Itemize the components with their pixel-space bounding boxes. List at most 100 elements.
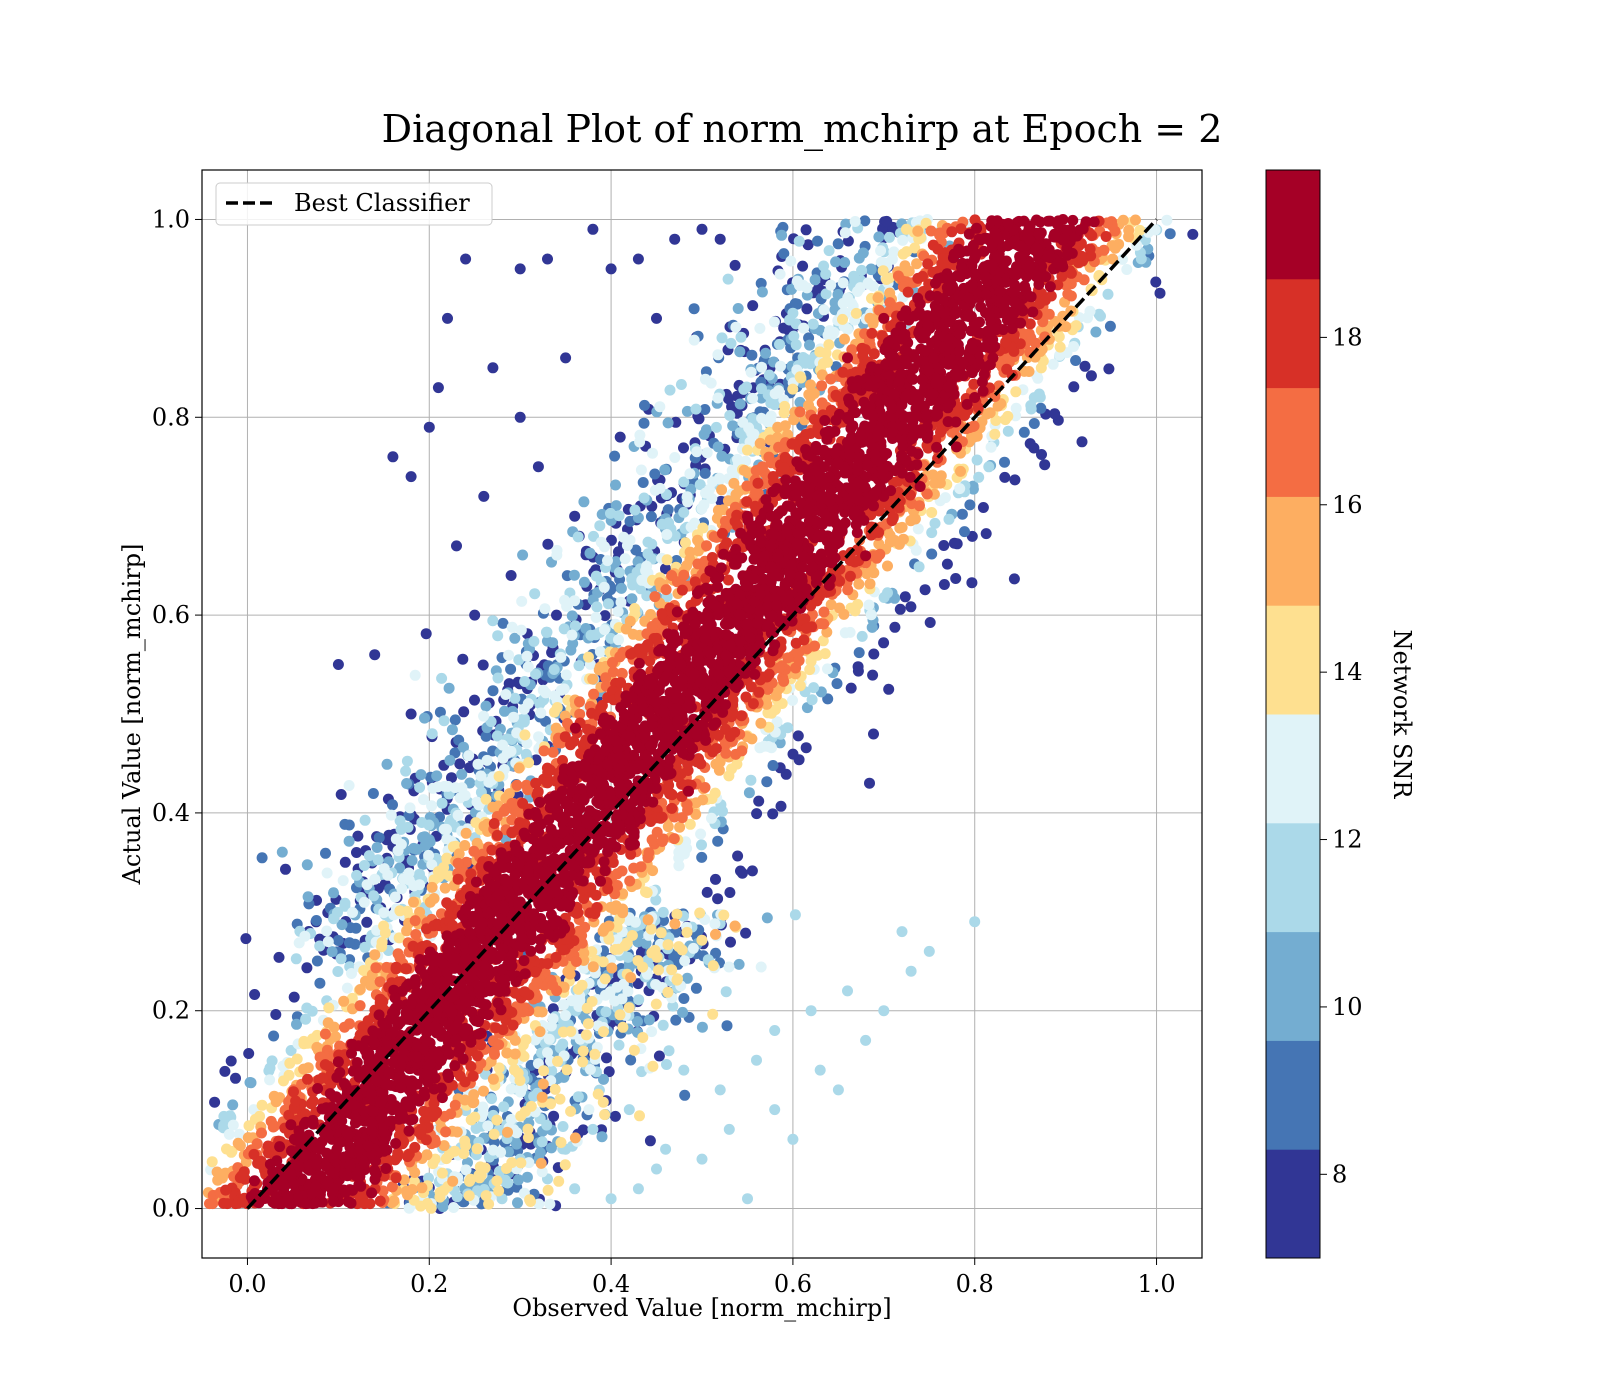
- scatter-point: [558, 999, 569, 1011]
- scatter-point: [569, 1132, 581, 1144]
- scatter-point: [584, 547, 596, 559]
- scatter-point: [426, 728, 438, 740]
- scatter-point: [865, 264, 877, 276]
- scatter-point: [787, 307, 799, 319]
- scatter-point: [488, 818, 500, 829]
- scatter-point: [408, 896, 419, 908]
- scatter-point: [442, 312, 453, 324]
- scatter-point: [950, 573, 962, 584]
- scatter-point: [954, 483, 966, 495]
- scatter-point: [878, 592, 890, 603]
- scatter-point: [883, 231, 895, 243]
- scatter-point: [771, 716, 783, 728]
- scatter-point: [609, 944, 621, 955]
- scatter-point: [505, 570, 517, 581]
- scatter-point: [500, 689, 512, 700]
- scatter-point: [498, 1101, 510, 1113]
- scatter-point: [696, 1021, 708, 1033]
- scatter-point: [637, 1032, 649, 1043]
- scatter-point: [470, 817, 482, 829]
- scatter-point: [696, 223, 708, 235]
- scatter-point: [374, 1195, 386, 1207]
- scatter-point: [868, 648, 880, 660]
- scatter-point: [554, 1093, 566, 1105]
- scatter-point: [667, 1000, 679, 1012]
- scatter-point: [613, 510, 625, 522]
- scatter-point: [719, 515, 731, 527]
- scatter-point: [560, 352, 572, 364]
- scatter-point: [394, 815, 406, 827]
- scatter-point: [650, 979, 662, 990]
- scatter-point: [812, 235, 823, 247]
- scatter-point: [481, 754, 493, 766]
- scatter-point: [530, 668, 542, 680]
- scatter-point: [290, 953, 302, 965]
- scatter-point: [434, 706, 446, 718]
- scatter-point: [468, 1089, 480, 1101]
- scatter-point: [637, 477, 649, 488]
- scatter-point: [971, 454, 983, 466]
- scatter-point: [983, 461, 995, 473]
- scatter-point: [409, 669, 421, 681]
- scatter-point: [971, 430, 983, 442]
- scatter-point: [801, 303, 813, 315]
- scatter-point: [883, 683, 895, 695]
- scatter-point: [712, 441, 724, 453]
- scatter-point: [856, 630, 868, 642]
- scatter-point: [660, 1143, 672, 1155]
- scatter-point: [561, 600, 573, 612]
- scatter-point: [935, 470, 947, 482]
- scatter-point: [569, 510, 581, 522]
- scatter-point: [227, 1119, 239, 1131]
- scatter-point: [431, 770, 443, 782]
- scatter-point: [769, 1025, 781, 1036]
- scatter-point: [716, 484, 728, 496]
- scatter-point: [910, 544, 922, 556]
- scatter-point: [488, 1128, 500, 1140]
- scatter-point: [310, 915, 322, 926]
- scatter-point: [864, 578, 876, 590]
- scatter-point: [934, 229, 946, 241]
- scatter-point: [458, 706, 470, 718]
- scatter-point: [588, 688, 600, 700]
- scatter-point: [964, 499, 976, 511]
- scatter-point: [389, 891, 401, 903]
- scatter-point: [532, 461, 544, 473]
- scatter-point: [389, 1154, 401, 1166]
- scatter-point: [503, 649, 515, 661]
- scatter-point: [480, 730, 492, 742]
- scatter-point: [894, 603, 906, 615]
- scatter-point: [456, 768, 468, 780]
- scatter-point: [1085, 370, 1097, 382]
- scatter-point: [761, 776, 773, 788]
- scatter-point: [797, 260, 809, 272]
- scatter-point: [501, 1047, 513, 1059]
- scatter-point: [1084, 243, 1096, 255]
- scatter-point: [452, 857, 464, 869]
- scatter-point: [723, 770, 735, 782]
- scatter-point: [678, 993, 690, 1004]
- scatter-point: [522, 661, 534, 673]
- scatter-point: [688, 334, 700, 346]
- scatter-point: [622, 951, 634, 963]
- scatter-point: [400, 765, 412, 777]
- scatter-point: [516, 595, 528, 607]
- scatter-point: [896, 926, 908, 938]
- scatter-point: [707, 1008, 719, 1020]
- scatter-point: [787, 1133, 799, 1145]
- scatter-point: [646, 947, 658, 959]
- scatter-point: [820, 347, 832, 359]
- scatter-point: [710, 421, 722, 433]
- scatter-point: [990, 415, 1002, 426]
- scatter-point: [690, 808, 702, 820]
- scatter-point: [712, 504, 724, 516]
- scatter-point: [794, 406, 806, 418]
- scatter-point: [774, 338, 785, 350]
- scatter-point: [751, 1054, 762, 1066]
- scatter-point: [912, 523, 924, 535]
- scatter-point: [561, 1064, 573, 1076]
- scatter-point: [805, 379, 816, 391]
- scatter-point: [402, 1151, 414, 1163]
- scatter-point: [432, 382, 444, 394]
- scatter-point: [400, 963, 412, 975]
